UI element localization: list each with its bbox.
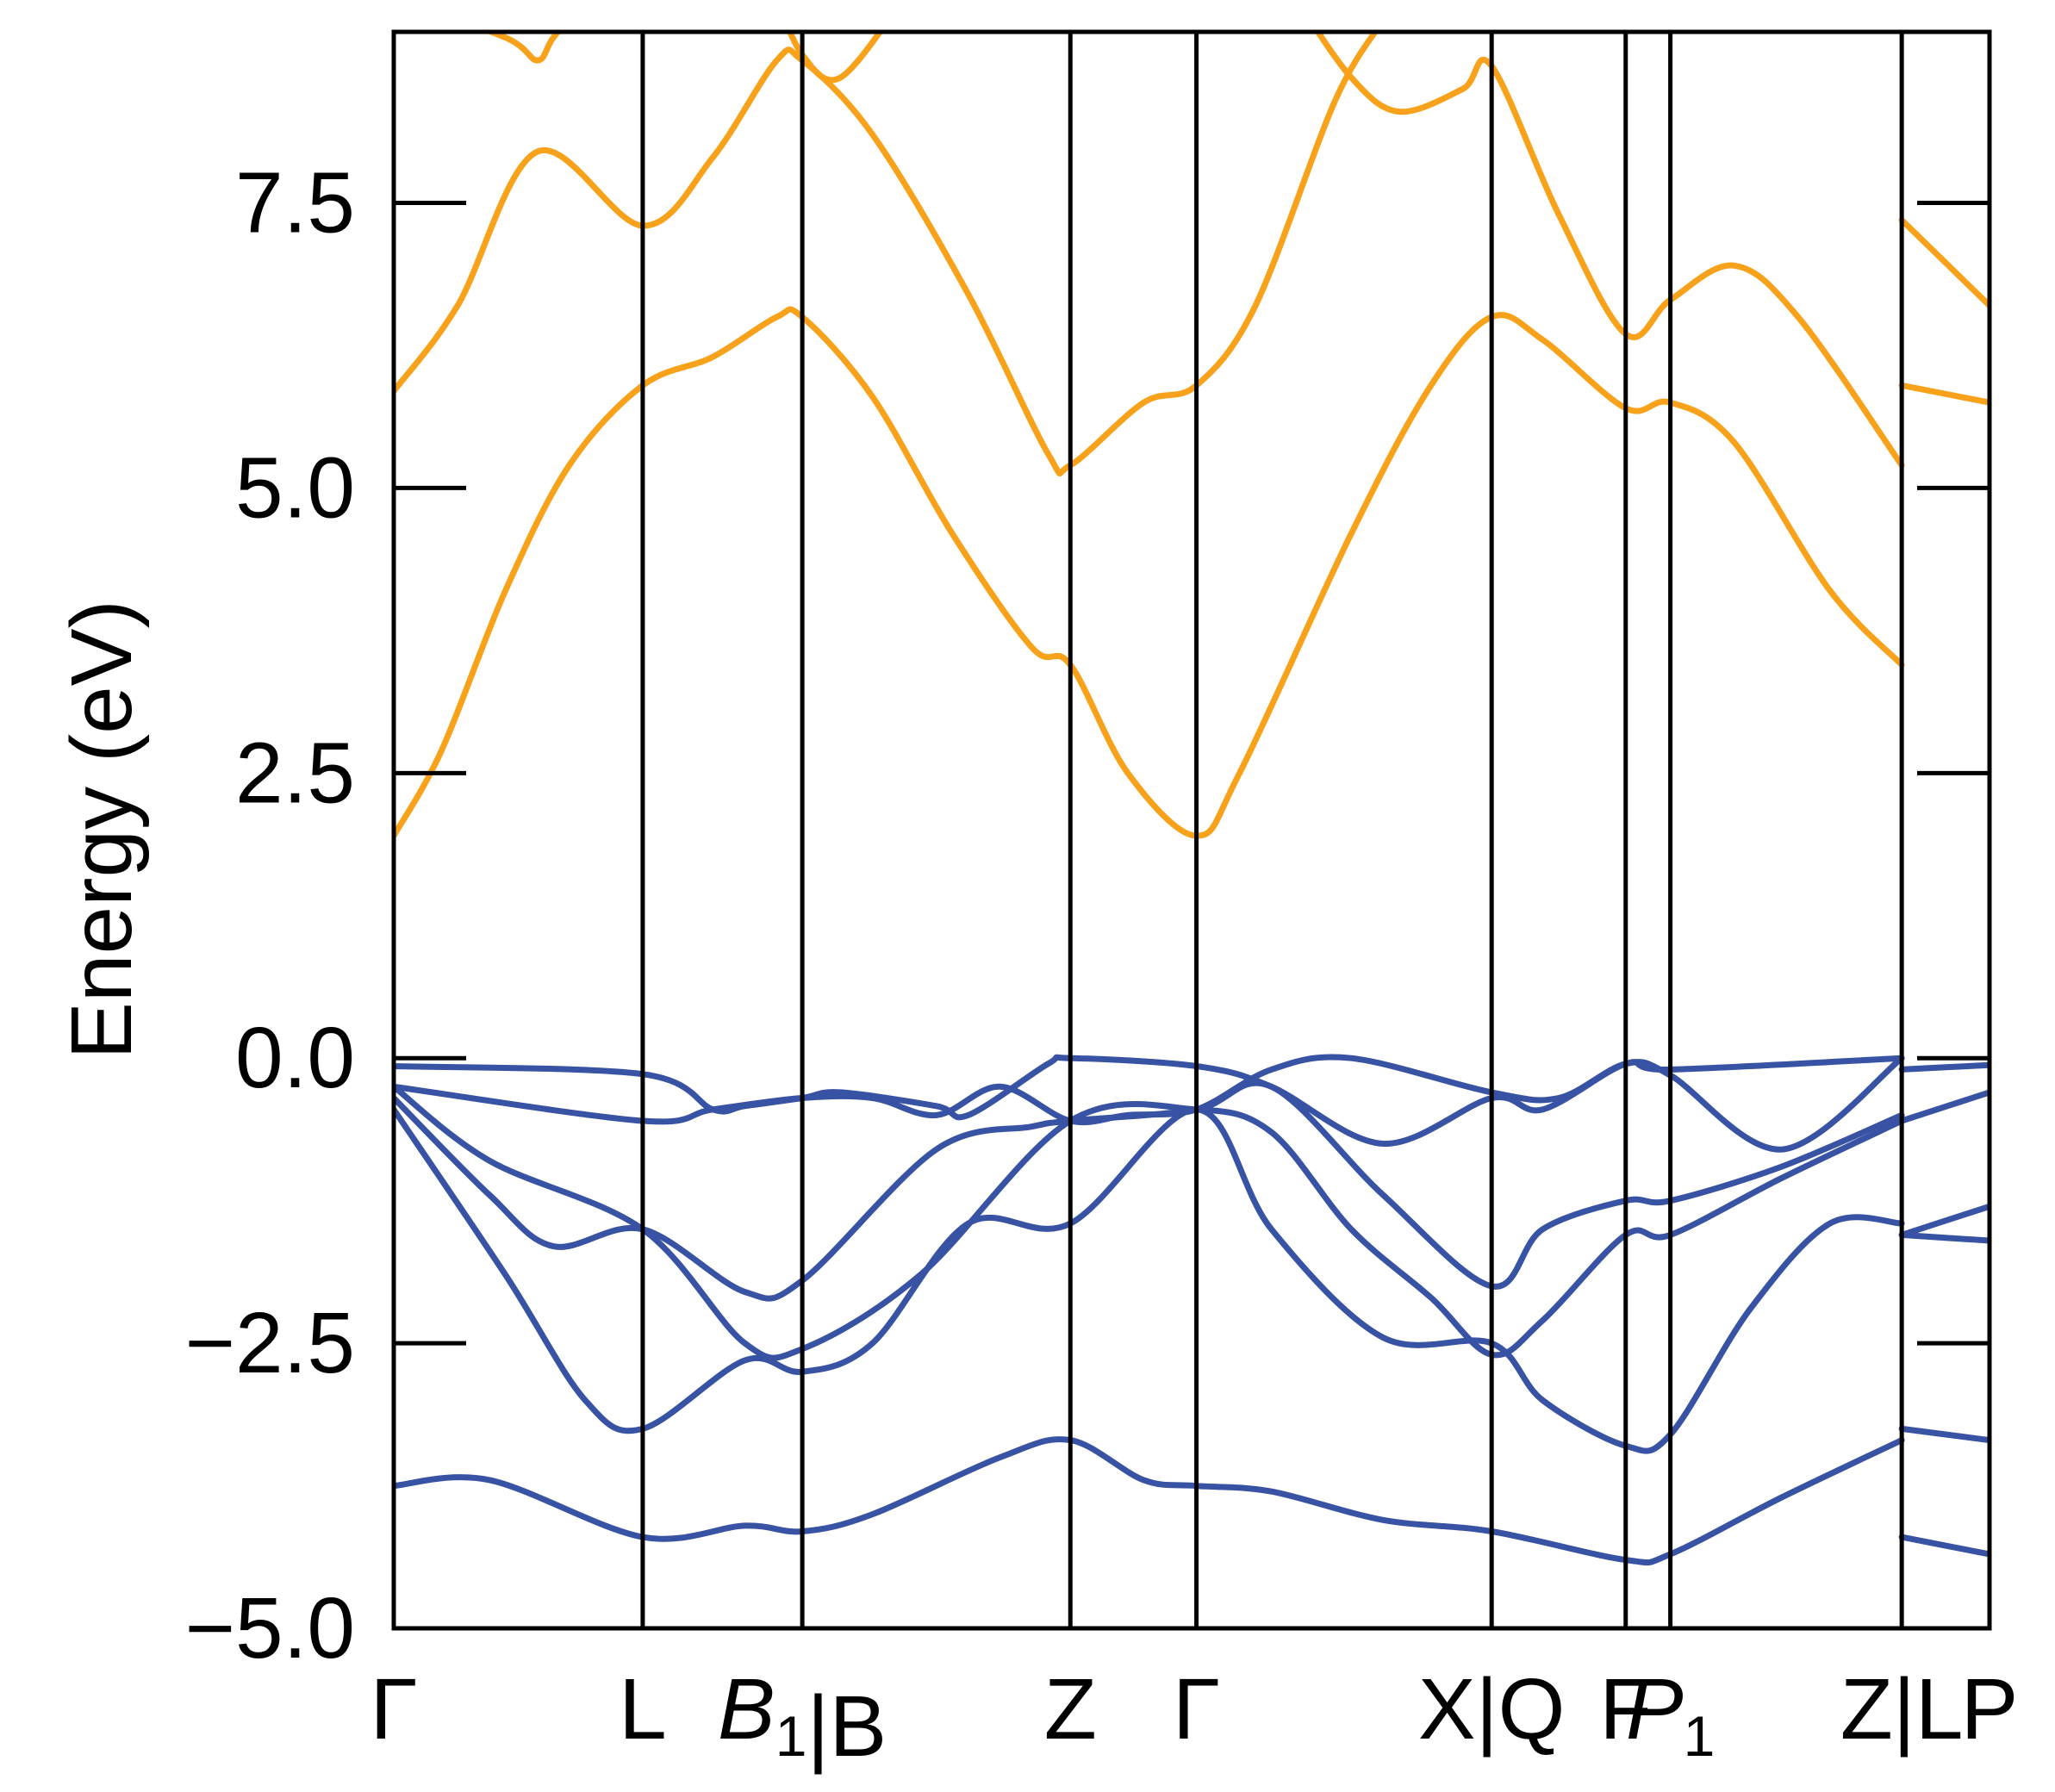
conduction-band — [1314, 32, 1905, 469]
y-tick-label: 7.5 — [235, 155, 355, 252]
conduction-band — [1898, 382, 1990, 406]
conduction-band — [1898, 216, 1990, 309]
x-tick-label: Z|L — [1840, 1661, 1964, 1758]
x-axis-labels: Γ L B1|B Z Γ X|Q FP1 Z|LP — [370, 1661, 2018, 1775]
conduction-band — [483, 32, 562, 64]
y-tick-label: −5.0 — [185, 1580, 355, 1677]
y-tick-label: 0.0 — [235, 1010, 355, 1106]
y-tick-label: 5.0 — [235, 439, 355, 536]
x-tick-label: F — [1599, 1661, 1652, 1758]
bands-layer — [394, 32, 1990, 1566]
x-tick-label: Γ — [1173, 1661, 1220, 1758]
y-tick-label: 2.5 — [235, 725, 355, 821]
x-tick-label: B1|B — [718, 1661, 887, 1775]
x-tick-label: Γ — [370, 1661, 417, 1758]
conduction-band — [394, 32, 1379, 476]
valence-band — [1898, 1425, 1990, 1444]
valence-band — [1898, 1231, 1990, 1244]
valence-band — [1898, 1203, 1990, 1238]
conduction-band — [394, 306, 1905, 839]
valence-band — [394, 1083, 1905, 1361]
valence-band — [394, 1436, 1905, 1566]
conduction-band — [787, 32, 884, 84]
y-tick-label: −2.5 — [185, 1295, 355, 1391]
x-tick-label: L — [619, 1661, 667, 1758]
x-tick-label: Z — [1044, 1661, 1097, 1758]
x-tick-label: X|Q — [1418, 1661, 1565, 1758]
valence-band — [394, 1106, 1905, 1454]
x-tick-label: P1 — [1626, 1661, 1715, 1768]
high-symmetry-lines — [640, 32, 1904, 1628]
plot-frame — [391, 29, 1992, 1631]
x-tick-label: P — [1961, 1661, 2019, 1758]
valence-band — [394, 1054, 1905, 1148]
valence-band — [1898, 1061, 1990, 1073]
y-axis-label: Energy (eV) — [53, 600, 150, 1060]
valence-band — [394, 1080, 1905, 1302]
valence-band — [1898, 1089, 1990, 1124]
y-axis-ticks: −5.0 −2.5 0.0 2.5 5.0 7.5 — [185, 155, 1990, 1677]
valence-band — [1898, 1534, 1990, 1558]
